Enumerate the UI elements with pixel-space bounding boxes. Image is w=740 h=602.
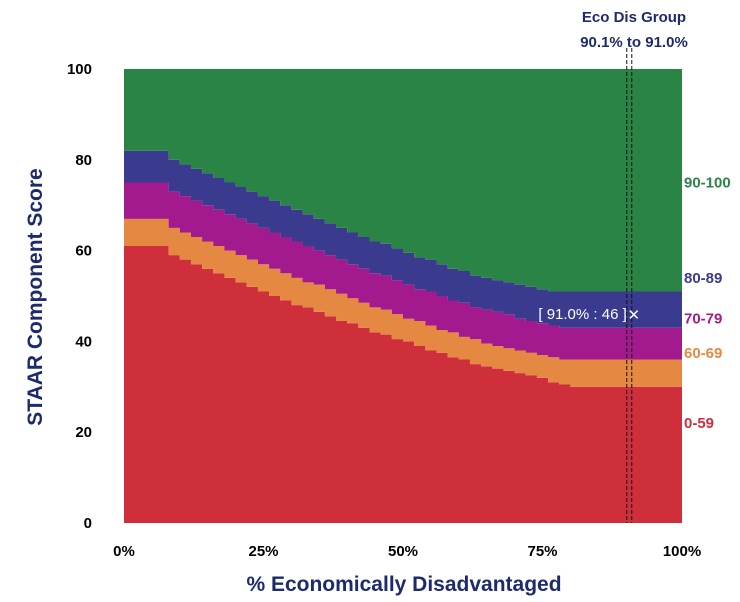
- y-tick-label: 80: [75, 152, 92, 169]
- x-tick-label: 75%: [527, 543, 557, 560]
- y-tick-label: 100: [67, 61, 92, 78]
- band-0-59: [124, 246, 682, 523]
- marker-x-icon: ✕: [627, 307, 640, 324]
- y-axis-title: STAAR Component Score: [24, 168, 47, 425]
- marker-label: [ 91.0% : 46 ]: [538, 306, 626, 323]
- y-tick-label: 20: [75, 424, 92, 441]
- x-tick-label: 0%: [113, 543, 135, 560]
- band-90-100: [124, 69, 682, 292]
- y-axis-ticks: 0 20 40 60 80 100: [67, 61, 92, 532]
- group-label-range: 90.1% to 91.0%: [580, 34, 688, 51]
- x-tick-label: 50%: [388, 543, 418, 560]
- y-tick-label: 0: [84, 515, 92, 532]
- band-label-0-59: 0-59: [684, 415, 714, 432]
- chart-bands: [124, 69, 682, 523]
- x-axis-title: % Economically Disadvantaged: [246, 573, 561, 596]
- x-tick-label: 100%: [663, 543, 701, 560]
- band-70-79: [124, 182, 682, 360]
- band-label-90-100: 90-100: [684, 175, 731, 192]
- eco-dis-group-lines: [626, 48, 633, 523]
- band-label-70-79: 70-79: [684, 311, 722, 328]
- y-tick-label: 60: [75, 243, 92, 260]
- y-tick-label: 40: [75, 333, 92, 350]
- band-label-60-69: 60-69: [684, 345, 722, 362]
- group-label-title: Eco Dis Group: [582, 9, 686, 26]
- band-60-69: [124, 218, 682, 387]
- band-80-89: [124, 150, 682, 328]
- x-tick-label: 25%: [248, 543, 278, 560]
- band-labels: 0-59 60-69 70-79 80-89 90-100: [684, 175, 731, 433]
- band-label-80-89: 80-89: [684, 270, 722, 287]
- x-axis-ticks: 0% 25% 50% 75% 100%: [113, 543, 701, 560]
